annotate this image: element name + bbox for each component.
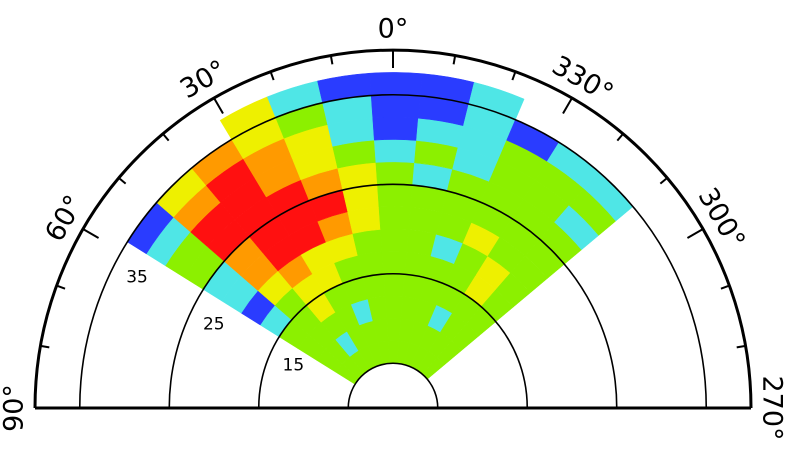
heat-cell — [377, 184, 413, 208]
ring — [78, 94, 708, 409]
heat-cell — [386, 318, 402, 342]
heat-cell — [369, 72, 423, 97]
theta-minor-tick — [329, 55, 334, 65]
theta-tick-label: 90° — [0, 384, 30, 432]
heat-cell — [375, 161, 415, 186]
theta-minor-tick — [56, 284, 66, 290]
heat-cell — [380, 228, 409, 253]
theta-tick-label: 0° — [378, 14, 409, 45]
theta-minor-tick — [452, 55, 457, 65]
theta-tick-label: 30° — [175, 54, 232, 105]
r-tick-label: 15 — [283, 356, 305, 376]
theta-minor-tick — [659, 177, 668, 185]
theta-tick-label: 330° — [547, 50, 619, 109]
heatmap — [127, 72, 634, 385]
r-tick-label: 25 — [203, 314, 225, 334]
heat-cell — [374, 139, 417, 164]
theta-minor-tick — [118, 177, 127, 185]
ring — [347, 362, 439, 409]
theta-tick — [82, 228, 100, 239]
r-tick-label: 35 — [126, 268, 148, 288]
theta-tick-label: 60° — [39, 190, 90, 247]
theta-minor-tick — [616, 133, 624, 142]
ring — [168, 183, 618, 409]
theta-tick-label: 300° — [692, 183, 751, 255]
heat-cell — [347, 206, 381, 234]
heat-cell — [370, 94, 421, 119]
theta-tick-label: 270° — [757, 375, 787, 440]
theta-minor-tick — [720, 284, 730, 290]
theta-minor-tick — [162, 133, 170, 142]
heat-cell — [352, 229, 383, 256]
heat-cell — [378, 206, 411, 230]
theta-tick — [686, 228, 704, 239]
theta-tick — [213, 97, 224, 115]
axes: 15 25 35 0° 30° 60° 90° 330° 300° 270° — [0, 14, 787, 441]
heat-cell — [381, 251, 407, 275]
heat-cell — [384, 295, 404, 320]
theta-minor-tick — [40, 344, 50, 349]
heat-cell — [372, 116, 419, 141]
ring — [257, 272, 529, 409]
theta-minor-tick — [511, 71, 517, 81]
theta-minor-tick — [269, 71, 275, 81]
heat-cell — [383, 273, 405, 297]
theta-tick — [562, 97, 573, 115]
theta-minor-tick — [736, 344, 746, 349]
